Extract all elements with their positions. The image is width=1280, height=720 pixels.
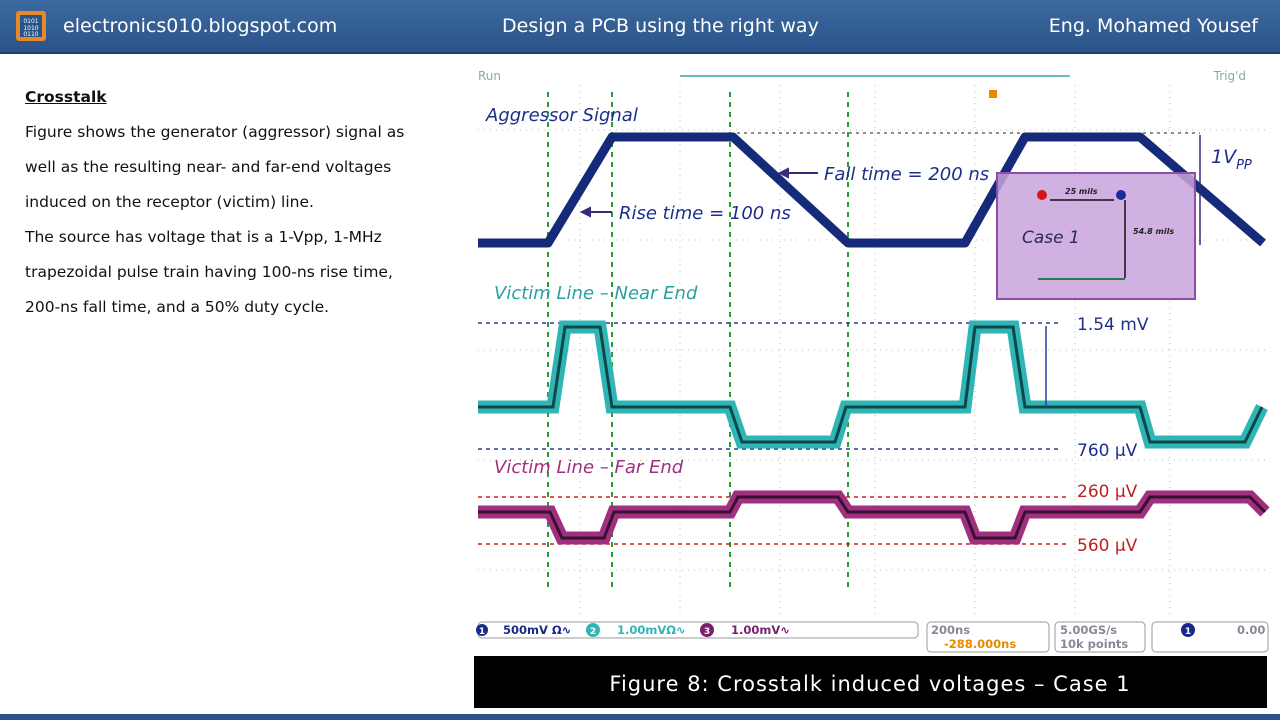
ch-num: 2	[590, 627, 596, 637]
far-label: Victim Line – Far End	[494, 457, 684, 478]
ch-badge	[700, 623, 714, 637]
trigger-marker	[989, 90, 997, 98]
text-body: Crosstalk Figure shows the generator (ag…	[25, 86, 404, 331]
ch-num: 1	[1185, 627, 1191, 637]
far-end-trace	[478, 495, 1267, 540]
far-low-label: 560 µV	[1077, 536, 1138, 556]
case-label: Case 1	[1022, 228, 1080, 248]
trigger-level: 0.00	[1237, 623, 1265, 637]
readout-box	[1054, 621, 1146, 653]
svg-text:0101: 0101	[23, 18, 38, 25]
arrow	[579, 206, 612, 218]
ch-badge	[1181, 623, 1195, 637]
text-line: well as the resulting near- and far-end …	[25, 158, 392, 176]
dot	[1037, 190, 1047, 200]
ch-badge	[586, 623, 600, 637]
scope-bg	[474, 62, 1268, 656]
aggressor-label: Aggressor Signal	[485, 105, 638, 126]
near-low-label: 760 µV	[1077, 441, 1138, 461]
text-line: induced on the receptor (victim) line.	[25, 193, 314, 211]
ch-num: 1	[479, 627, 485, 637]
spacing-label: 25 mils	[1065, 187, 1098, 196]
vpp-sub: PP	[1236, 158, 1252, 173]
rise-label: Rise time = 100 ns	[619, 203, 791, 224]
caption: Figure 8: Crosstalk induced voltages – C…	[609, 672, 1130, 696]
timebase: 200ns	[931, 623, 970, 637]
readout-box	[1151, 621, 1269, 653]
site-name: electronics010.blogspot.com	[63, 15, 338, 37]
ch-badge	[476, 624, 488, 636]
author: Eng. Mohamed Yousef	[1048, 15, 1258, 37]
text-line: Figure shows the generator (aggressor) s…	[25, 123, 405, 141]
ch-scale: 1.00mVΩ∿	[617, 623, 686, 637]
far-high-label: 260 µV	[1077, 482, 1138, 502]
aggressor-wave	[478, 132, 1266, 248]
text-line: The source has voltage that is a 1-Vpp, …	[25, 228, 382, 246]
delay: -288.000ns	[944, 637, 1016, 651]
readout-bar: 1 500mV Ω∿ 2 1.00mVΩ∿ 3 1.00mV∿ 200ns -2…	[476, 621, 1269, 653]
svg-text:0110: 0110	[23, 31, 38, 38]
ch-num: 3	[704, 627, 710, 637]
readout-box	[926, 621, 1050, 653]
footer-bar	[0, 714, 1280, 720]
ch-scale: 500mV Ω∿	[503, 623, 571, 637]
fall-label: Fall time = 200 ns	[824, 164, 989, 185]
header-bar: 0101 1010 0110 electronics010.blogspot.com…	[0, 0, 1280, 54]
vpp-label: 1VPP	[1211, 146, 1252, 173]
status-trig: Trig'd	[1213, 69, 1246, 83]
time-markers	[547, 92, 849, 590]
near-label: Victim Line – Near End	[494, 283, 698, 304]
heading: Crosstalk	[25, 88, 107, 106]
sample-rate: 5.00GS/s	[1060, 623, 1117, 637]
dot	[1116, 190, 1126, 200]
near-high-label: 1.54 mV	[1077, 315, 1149, 335]
svg-text:1010: 1010	[23, 25, 38, 32]
slide-title: Design a PCB using the right way	[502, 15, 819, 37]
caption-bg	[474, 656, 1267, 708]
text-line: 200-ns fall time, and a 50% duty cycle.	[25, 298, 330, 316]
ch-scale: 1.00mV∿	[731, 623, 790, 637]
arrow	[777, 167, 818, 179]
text-line: trapezoidal pulse train having 100-ns ri…	[25, 263, 393, 281]
status-run: Run	[478, 69, 501, 83]
vpp-text: 1V	[1211, 146, 1238, 168]
record-length: 10k points	[1060, 637, 1128, 651]
near-end-trace	[478, 325, 1264, 444]
height-label: 54.8 mils	[1133, 227, 1174, 236]
